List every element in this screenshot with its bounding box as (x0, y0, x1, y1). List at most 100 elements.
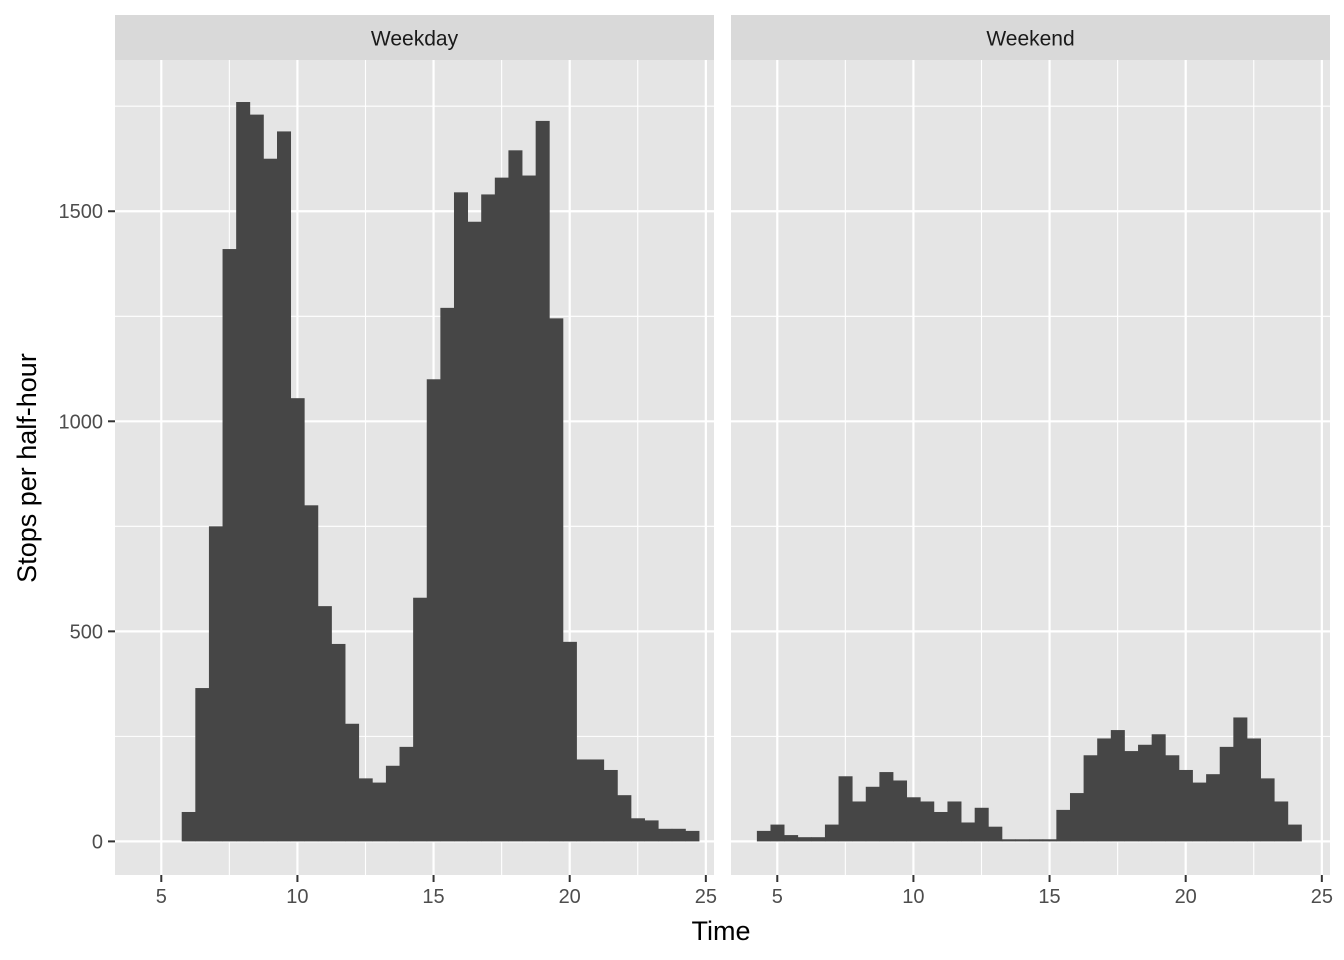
x-tick-label: 20 (1175, 886, 1197, 908)
x-tick-label: 10 (902, 886, 924, 908)
histogram-bar (1029, 839, 1044, 842)
histogram-bar (549, 318, 564, 842)
histogram-bar (358, 778, 373, 842)
panel-weekend: Weekend 5 10 15 20 25 (731, 15, 1333, 908)
histogram-bar (1001, 839, 1016, 842)
x-tick-label: 25 (695, 886, 717, 908)
histogram-bar (399, 746, 414, 842)
histogram-bar (671, 828, 686, 842)
facet-strip (731, 15, 1330, 60)
histogram-bar (1097, 738, 1112, 842)
histogram-bar (1165, 755, 1180, 842)
histogram-bar (1110, 730, 1125, 842)
panel-background (731, 60, 1330, 875)
histogram-bar (481, 194, 496, 842)
histogram-bar (1178, 769, 1193, 842)
histogram-bar (658, 828, 673, 842)
histogram-bar (467, 221, 482, 842)
histogram-bar (331, 643, 346, 842)
histogram-bar (290, 398, 305, 842)
histogram-bar (1219, 746, 1234, 842)
histogram-bar (784, 835, 799, 842)
x-tick-label: 5 (772, 886, 783, 908)
histogram-bar (426, 379, 441, 842)
x-tick-label: 20 (559, 886, 581, 908)
panel-weekday: Weekday 5 10 15 20 25 (115, 15, 717, 908)
histogram-bar (933, 811, 948, 842)
y-tick-label: 500 (70, 621, 103, 643)
histogram-bar (1015, 839, 1030, 842)
histogram-bar (304, 505, 319, 842)
histogram-bar (453, 192, 468, 842)
histogram-bar (181, 811, 196, 842)
histogram-bar (249, 114, 264, 842)
histogram-bar (494, 177, 509, 842)
histogram-bar (770, 824, 785, 842)
y-axis-title: Stops per half-hour (12, 353, 42, 583)
x-tick-label: 15 (422, 886, 444, 908)
histogram-bar (1083, 755, 1098, 842)
histogram-bar (852, 801, 867, 842)
histogram-bar (1124, 751, 1139, 842)
histogram-bar (824, 824, 839, 842)
histogram-bar (961, 822, 976, 842)
histogram-bar (603, 769, 618, 842)
histogram-bar (277, 131, 292, 842)
histogram-bar (508, 150, 523, 842)
facet-label: Weekend (986, 28, 1074, 51)
histogram-bar (1192, 782, 1207, 842)
histogram-bar (1246, 738, 1261, 842)
x-tick-label: 5 (156, 886, 167, 908)
histogram-bar (1069, 793, 1084, 842)
histogram-bar (413, 597, 428, 842)
y-tick-label: 1000 (59, 411, 104, 433)
histogram-bar (1151, 734, 1166, 842)
histogram-bar (440, 307, 455, 842)
y-tick-label: 1500 (59, 201, 104, 223)
x-tick-label: 25 (1311, 886, 1333, 908)
facet-label: Weekday (371, 28, 459, 51)
histogram-bar (345, 723, 360, 842)
histogram-bar (685, 830, 700, 842)
histogram-bar (1233, 717, 1248, 842)
histogram-bar (811, 837, 826, 842)
histogram-bar (1274, 801, 1289, 842)
histogram-bar (947, 801, 962, 842)
histogram-bar (630, 818, 645, 842)
y-tick-label: 0 (92, 831, 103, 853)
histogram-bar (644, 820, 659, 842)
histogram-bar (838, 776, 853, 842)
histogram-bar (906, 797, 921, 842)
histogram-bar (756, 830, 771, 842)
x-tick-label: 10 (286, 886, 308, 908)
histogram-bar (222, 249, 237, 842)
histogram-bar (893, 780, 908, 842)
histogram-bar (522, 175, 537, 842)
histogram-bar (263, 158, 278, 842)
histogram-bar (1042, 839, 1057, 842)
histogram-bar (1056, 809, 1071, 842)
histogram-bar (1138, 744, 1153, 842)
histogram-bar (236, 102, 251, 842)
histogram-bar (576, 759, 591, 842)
histogram-bar (865, 786, 880, 842)
histogram-bar (195, 688, 210, 842)
x-axis-title: Time (692, 916, 751, 946)
histogram-bar (1287, 824, 1302, 842)
histogram-bar (879, 772, 894, 842)
histogram-bar (535, 120, 550, 842)
histogram-bar (617, 795, 632, 842)
histogram-bar (1206, 774, 1221, 842)
histogram-bar (590, 759, 605, 842)
histogram-bar (208, 526, 223, 842)
x-tick-label: 15 (1038, 886, 1060, 908)
histogram-bar (385, 765, 400, 842)
histogram-bar (974, 807, 989, 842)
y-axis: 0 500 1000 1500 (59, 201, 115, 853)
histogram-bar (1260, 778, 1275, 842)
facet-strip (115, 15, 714, 60)
histogram-bar (372, 782, 387, 842)
histogram-bar (920, 801, 935, 842)
histogram-bar (562, 641, 577, 842)
histogram-bar (988, 826, 1003, 842)
